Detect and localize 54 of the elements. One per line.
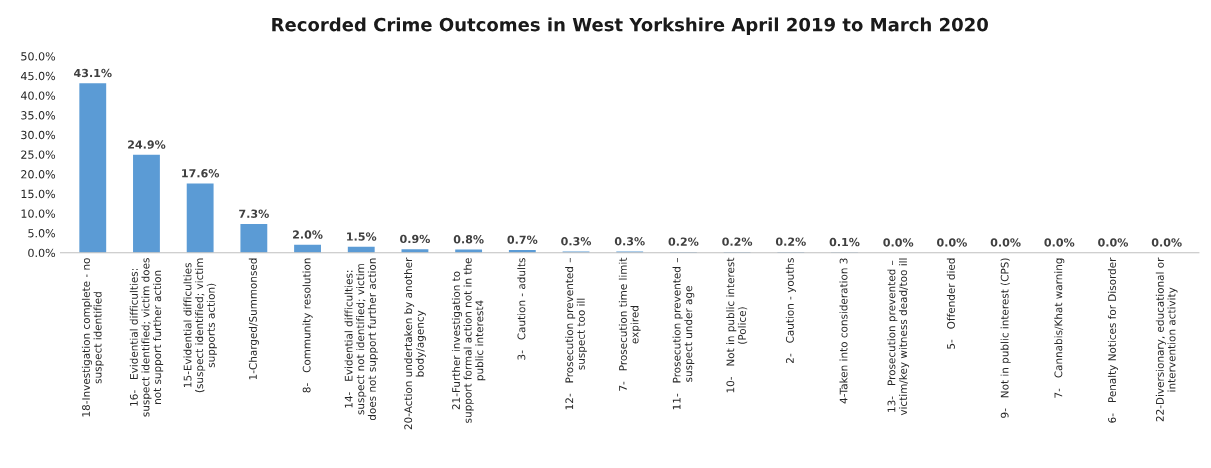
y-tick-label: 20.0% <box>21 170 56 179</box>
x-tick-label: 6- Penalty Notices for Disorder <box>1107 257 1119 423</box>
data-label: 0.9% <box>400 234 430 244</box>
x-tick-label: 15-Evidential difficulties (suspect identified; victim supports action) <box>183 258 217 393</box>
y-tick-label: 50.0% <box>21 52 56 61</box>
data-label: 1.5% <box>347 232 377 241</box>
y-tick-label: 15.0% <box>21 189 56 199</box>
data-label: 0.3% <box>561 237 592 246</box>
x-tick-label: 16- Evidential difficulties: suspect identified; victim does not support further action <box>129 258 164 417</box>
y-tick-label: 25.0% <box>21 150 56 159</box>
data-label: 0.0% <box>1044 238 1075 247</box>
y-tick-label: 30.0% <box>21 130 56 140</box>
y-tick-label: 10.0% <box>21 209 56 218</box>
x-tick-label: 11- Prosecution prevented – suspect under age <box>672 258 695 410</box>
data-label: 24.9% <box>128 140 166 149</box>
y-tick-label: 5.0% <box>28 229 56 238</box>
x-tick-label: 14- Evidential difficulties: suspect not identified; victim does not support further action <box>344 258 378 421</box>
x-tick-label: 13- Prosecution prevented – victim/key witness dead/too ill <box>887 258 910 416</box>
data-label: 0.2% <box>775 237 806 246</box>
data-label: 0.7% <box>507 235 538 244</box>
data-label: 0.0% <box>883 238 914 247</box>
data-label: 0.0% <box>937 238 967 247</box>
x-tick-label: 9- Not in public interest (CPS) <box>1000 258 1011 418</box>
x-tick-label: 7- Cannabis/Khat warning <box>1054 258 1065 398</box>
data-label: 43.1% <box>73 68 112 78</box>
y-tick-label: 45.0% <box>20 71 56 81</box>
data-label: 0.8% <box>453 235 484 244</box>
x-tick-label: 1-Charged/Summonsed <box>248 258 259 380</box>
x-tick-label: 2- Caution - youths <box>785 258 796 363</box>
data-label: 0.0% <box>1151 238 1182 247</box>
y-tick-label: 40.0% <box>20 91 56 100</box>
data-label: 0.3% <box>614 237 645 246</box>
data-label: 0.0% <box>1098 238 1129 247</box>
x-tick-label: 18-Investigation complete - no suspect identified <box>81 258 104 417</box>
x-tick-label: 8- Community resolution <box>302 258 313 393</box>
x-tick-label: 3- Caution - adults <box>517 258 526 360</box>
chart-title: Recorded Crime Outcomes in West Yorkshire April 2019 to March 2020 <box>272 17 988 35</box>
data-label: 7.3% <box>239 209 269 218</box>
x-tick-label: 10- Not in public interest (Police) <box>726 257 748 393</box>
x-tick-label: 12- Prosecution prevented – suspect too ill <box>565 258 587 410</box>
x-tick-label: 5- Offender died <box>946 258 955 349</box>
x-tick-label: 21-Further investigation to support formal action not in the public interest4 <box>451 258 486 423</box>
x-tick-label: 20-Action undertaken by another body/agency <box>404 257 426 430</box>
data-label: 0.2% <box>668 237 699 246</box>
data-label: 2.0% <box>293 230 323 239</box>
x-tick-label: 4-Taken into consideration 3 <box>839 258 848 404</box>
data-label: 17.6% <box>182 169 220 178</box>
data-label: 0.0% <box>990 238 1021 247</box>
y-tick-label: 0.0% <box>28 248 56 258</box>
data-label: 0.1% <box>829 237 860 247</box>
x-tick-label: 7- Prosecution time limit expired <box>618 257 641 391</box>
x-tick-label: 22-Diversionary, educational or intervention activity <box>1155 257 1178 422</box>
y-tick-label: 35.0% <box>21 111 56 120</box>
data-label: 0.2% <box>722 237 753 246</box>
